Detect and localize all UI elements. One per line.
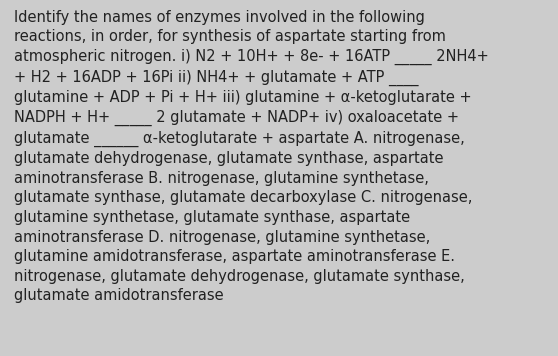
Text: Identify the names of enzymes involved in the following
reactions, in order, for: Identify the names of enzymes involved i…	[14, 10, 489, 303]
